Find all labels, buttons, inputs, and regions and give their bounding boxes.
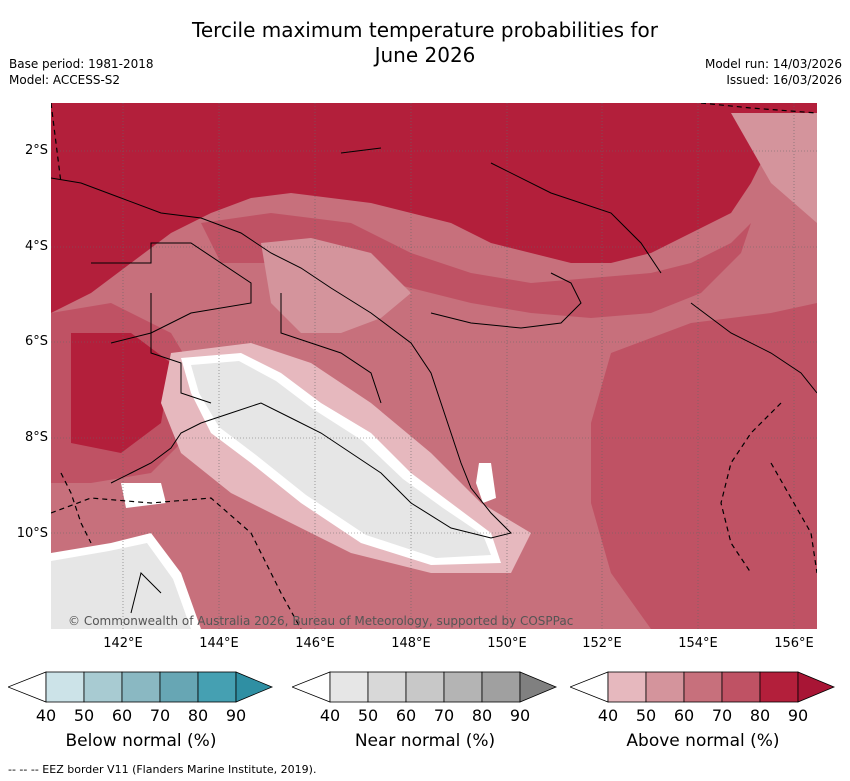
near-swatch-0 (292, 671, 331, 703)
lat-label-10s: 10°S (16, 526, 48, 541)
near-normal-south-west-fill (51, 543, 191, 629)
near-swatch-1 (329, 671, 369, 703)
issued-date: Issued: 16/03/2026 (726, 73, 842, 87)
probability-map (51, 103, 817, 629)
below-swatch-3 (121, 671, 161, 703)
meta-right: Model run: 14/03/2026 Issued: 16/03/2026 (705, 56, 842, 88)
below-tick-40: 40 (35, 706, 57, 725)
base-period: Base period: 1981-2018 (9, 57, 154, 71)
map-panel (51, 103, 817, 629)
lat-label-6s: 6°S (24, 334, 48, 349)
above-tick-80: 80 (749, 706, 771, 725)
above-swatch-2 (645, 671, 685, 703)
below-tick-80: 80 (187, 706, 209, 725)
above-tick-60: 60 (673, 706, 695, 725)
near-tick-50: 50 (357, 706, 379, 725)
colorbar-below (8, 671, 274, 703)
near-tick-40: 40 (319, 706, 341, 725)
lon-label-154e: 154°E (678, 636, 718, 651)
eez-borders (51, 103, 817, 629)
above-swatch-5 (759, 671, 799, 703)
near-normal-area (191, 361, 491, 558)
lat-label-2s: 2°S (24, 143, 48, 158)
meta-left: Base period: 1981-2018 Model: ACCESS-S2 (9, 56, 154, 88)
above-tick-70: 70 (711, 706, 733, 725)
lat-label-8s: 8°S (24, 430, 48, 445)
above-swatch-4 (721, 671, 761, 703)
copyright-note: © Commonwealth of Australia 2026, Bureau… (68, 614, 574, 628)
coastlines (51, 147, 817, 614)
gridlines (51, 103, 817, 629)
model-name: Model: ACCESS-S2 (9, 73, 121, 87)
below-normal-title: Below normal (%) (65, 731, 217, 751)
below-swatch-0 (8, 671, 47, 703)
lon-label-146e: 146°E (295, 636, 335, 651)
near-swatch-5 (481, 671, 521, 703)
below-swatch-1 (45, 671, 85, 703)
colorbar-near (292, 671, 558, 703)
lon-label-150e: 150°E (487, 636, 527, 651)
chart-title: Tercile maximum temperature probabilitie… (0, 18, 850, 68)
below-swatch-4 (159, 671, 199, 703)
below-swatch-5 (197, 671, 237, 703)
near-tick-60: 60 (395, 706, 417, 725)
title-line-2: June 2026 (374, 43, 476, 67)
near-tick-90: 90 (509, 706, 531, 725)
near-swatch-3 (405, 671, 445, 703)
above-tick-90: 90 (787, 706, 809, 725)
model-run: Model run: 14/03/2026 (704, 57, 842, 71)
lon-label-152e: 152°E (582, 636, 622, 651)
eez-footnote: -- -- -- EEZ border V11 (Flanders Marine… (8, 763, 317, 776)
above-normal-title: Above normal (%) (626, 731, 780, 751)
lon-label-144e: 144°E (199, 636, 239, 651)
lat-label-4s: 4°S (24, 239, 48, 254)
below-tick-50: 50 (73, 706, 95, 725)
colorbar-above (570, 671, 836, 703)
above-swatch-0 (570, 671, 609, 703)
below-tick-60: 60 (111, 706, 133, 725)
title-line-1: Tercile maximum temperature probabilitie… (192, 18, 658, 42)
near-normal-title: Near normal (%) (354, 731, 496, 751)
lon-label-142e: 142°E (103, 636, 143, 651)
above-swatch-6 (797, 671, 836, 703)
contour-80-north-lighter (201, 213, 751, 318)
contour-70-east (591, 303, 817, 629)
below-tick-70: 70 (149, 706, 171, 725)
lon-label-148e: 148°E (391, 636, 431, 651)
above-tick-40: 40 (597, 706, 619, 725)
above-tick-50: 50 (635, 706, 657, 725)
contour-60-east-top (731, 113, 817, 223)
near-swatch-2 (367, 671, 407, 703)
contour-60-central (261, 238, 411, 333)
near-tick-70: 70 (433, 706, 455, 725)
contour-80-90-north (51, 103, 817, 313)
lon-label-156e: 156°E (774, 636, 814, 651)
above-swatch-1 (607, 671, 647, 703)
near-swatch-4 (443, 671, 483, 703)
below-swatch-6 (235, 671, 274, 703)
small-island-blob (476, 463, 496, 503)
above-swatch-3 (683, 671, 723, 703)
contour-80-west (71, 333, 171, 453)
below-swatch-2 (83, 671, 123, 703)
below-tick-90: 90 (225, 706, 247, 725)
near-tick-80: 80 (471, 706, 493, 725)
near-swatch-6 (519, 671, 558, 703)
